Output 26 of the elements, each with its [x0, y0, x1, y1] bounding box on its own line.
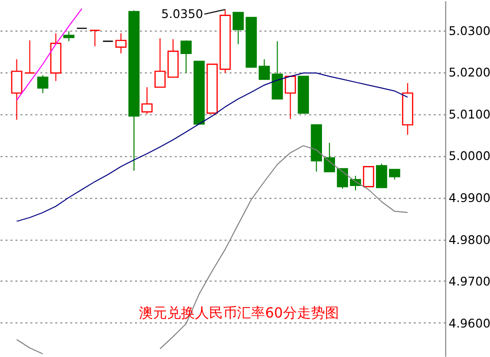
- candlestick: [24, 40, 36, 74]
- y-tick-label: 4.9800: [448, 232, 490, 247]
- candlestick: [63, 30, 74, 42]
- annotation: 5.0350: [161, 7, 204, 22]
- candlestick: [376, 163, 388, 188]
- y-tick-label: 4.9900: [448, 190, 490, 205]
- y-tick-label: 5.0200: [448, 66, 490, 80]
- text: 澳元兑换人民币汇率60分走势图: [139, 305, 339, 322]
- candlestick: [154, 38, 166, 88]
- y-tick-label: 5.0100: [448, 107, 490, 122]
- line-series: [16, 8, 82, 101]
- candlestick: [336, 168, 348, 190]
- candlestick: [362, 166, 374, 188]
- candlestick: [324, 142, 336, 172]
- y-tick-label: 5.0000: [448, 149, 490, 164]
- candlestick: [389, 168, 400, 180]
- candlestick: [180, 40, 192, 74]
- candlestick: [115, 32, 127, 54]
- y-tick-label: 4.9600: [448, 316, 490, 330]
- candlestick: [37, 74, 48, 94]
- y-tick-label: 4.9700: [448, 274, 490, 289]
- candlestick: [284, 76, 296, 120]
- y-tick-label: 5.0300: [448, 24, 490, 38]
- candlestick: [11, 58, 22, 120]
- candlestick: [141, 86, 153, 114]
- candlestick: [89, 30, 100, 47]
